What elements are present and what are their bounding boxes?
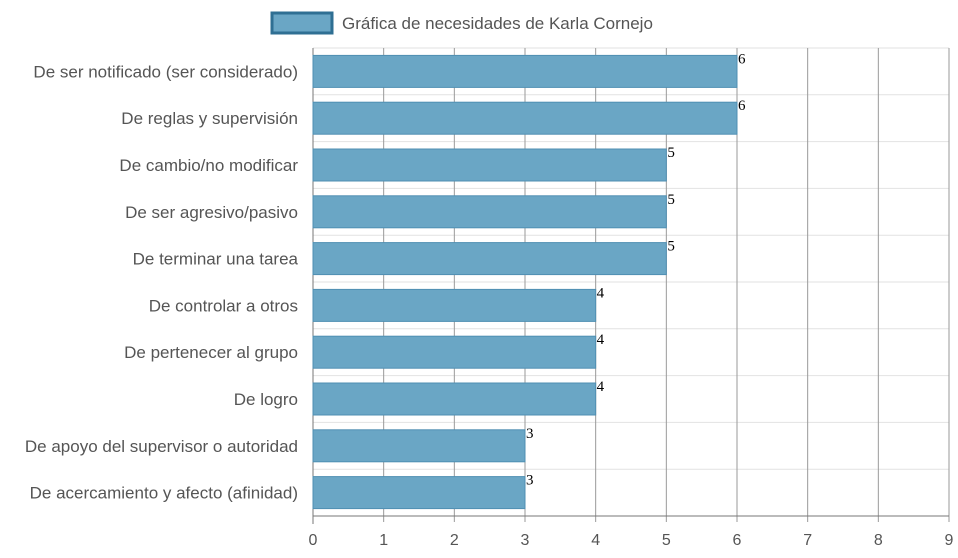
legend-swatch bbox=[270, 11, 334, 35]
data-label: 5 bbox=[667, 192, 675, 208]
x-tick-label: 2 bbox=[450, 532, 459, 549]
bar[interactable] bbox=[312, 242, 667, 276]
category-label: De pertenecer al grupo bbox=[124, 343, 298, 362]
data-label: 4 bbox=[597, 285, 605, 301]
bar[interactable] bbox=[312, 476, 526, 510]
bar[interactable] bbox=[312, 288, 597, 322]
category-label: De acercamiento y afecto (afinidad) bbox=[30, 484, 298, 503]
data-label: 4 bbox=[597, 379, 605, 395]
category-label: De terminar una tarea bbox=[133, 250, 299, 269]
data-label: 6 bbox=[738, 98, 746, 114]
x-tick-label: 6 bbox=[733, 532, 742, 549]
data-label: 6 bbox=[738, 51, 746, 67]
category-labels: De ser notificado (ser considerado) De re… bbox=[25, 62, 299, 502]
bar[interactable] bbox=[312, 148, 667, 182]
x-tick-label: 9 bbox=[945, 532, 954, 549]
x-tick-label: 3 bbox=[521, 532, 530, 549]
bar[interactable] bbox=[312, 101, 738, 135]
bar[interactable] bbox=[312, 382, 597, 416]
x-tick-label: 0 bbox=[309, 532, 318, 549]
category-label: De reglas y supervisión bbox=[121, 109, 298, 128]
data-labels: 6 6 5 5 5 4 4 4 3 3 bbox=[526, 51, 746, 488]
category-label: De controlar a otros bbox=[149, 296, 298, 315]
category-label: De ser agresivo/pasivo bbox=[125, 203, 298, 222]
legend-label: Gráfica de necesidades de Karla Cornejo bbox=[342, 14, 653, 33]
x-tick-label: 4 bbox=[591, 532, 600, 549]
category-label: De cambio/no modificar bbox=[119, 156, 298, 175]
data-label: 5 bbox=[667, 145, 675, 161]
category-label: De ser notificado (ser considerado) bbox=[33, 62, 298, 81]
legend[interactable]: Gráfica de necesidades de Karla Cornejo bbox=[270, 11, 653, 35]
bar[interactable] bbox=[312, 429, 526, 463]
x-axis-ticks: 0 1 2 3 4 5 6 7 8 9 bbox=[309, 532, 954, 549]
data-label: 3 bbox=[526, 426, 534, 442]
x-tick-label: 1 bbox=[379, 532, 388, 549]
x-tick-label: 8 bbox=[874, 532, 883, 549]
data-label: 4 bbox=[597, 332, 605, 348]
category-label: De logro bbox=[234, 390, 298, 409]
bar[interactable] bbox=[312, 54, 738, 88]
bar[interactable] bbox=[312, 195, 667, 229]
bars bbox=[312, 54, 738, 510]
x-tick-label: 5 bbox=[662, 532, 671, 549]
x-tick-label: 7 bbox=[803, 532, 812, 549]
data-label: 3 bbox=[526, 473, 534, 489]
data-label: 5 bbox=[667, 239, 675, 255]
bar[interactable] bbox=[312, 335, 597, 369]
category-label: De apoyo del supervisor o autoridad bbox=[25, 437, 298, 456]
